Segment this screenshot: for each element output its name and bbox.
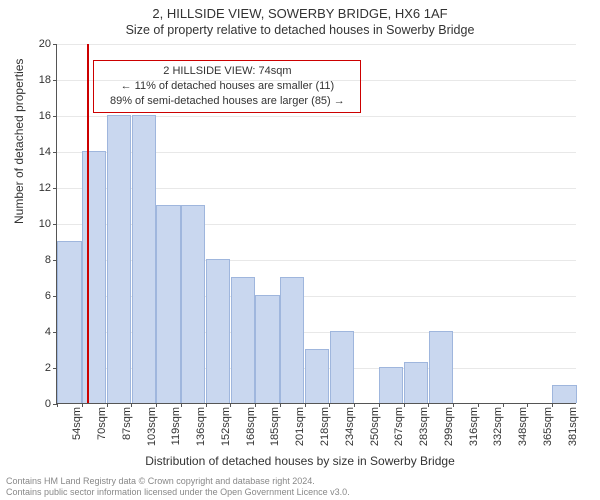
histogram-bar [107,115,131,403]
plot-region: 0246810121416182054sqm70sqm87sqm103sqm11… [56,44,576,404]
xtick-mark [131,403,132,407]
xtick-label: 119sqm [170,407,182,445]
xtick-mark [181,403,182,407]
ytick-mark [53,152,57,153]
xtick-label: 283sqm [418,407,430,446]
xtick-mark [305,403,306,407]
ytick-label: 2 [45,362,51,374]
footer-line-1: Contains HM Land Registry data © Crown c… [6,476,350,487]
ytick-label: 18 [39,74,51,86]
xtick-label: 201sqm [294,407,306,446]
histogram-bar [379,367,403,403]
xtick-label: 168sqm [245,407,257,446]
xtick-label: 152sqm [220,407,232,446]
ytick-mark [53,224,57,225]
xtick-mark [57,403,58,407]
xtick-mark [280,403,281,407]
xtick-label: 218sqm [319,407,331,446]
xtick-mark [552,403,553,407]
histogram-bar [330,331,354,403]
ytick-label: 12 [39,182,51,194]
histogram-bar [231,277,255,403]
xtick-mark [156,403,157,407]
footer-line-2: Contains public sector information licen… [6,487,350,498]
xtick-label: 381sqm [567,407,579,446]
annotation-line: 89% of semi-detached houses are larger (… [100,94,354,109]
histogram-bar [181,205,205,403]
x-axis-label: Distribution of detached houses by size … [0,454,600,468]
ytick-label: 4 [45,326,51,338]
histogram-bar [305,349,329,403]
annotation-box: 2 HILLSIDE VIEW: 74sqm← 11% of detached … [93,60,361,113]
chart-plot-area: 0246810121416182054sqm70sqm87sqm103sqm11… [56,44,576,404]
ytick-mark [53,116,57,117]
ytick-label: 0 [45,398,51,410]
ytick-label: 20 [39,38,51,50]
xtick-label: 267sqm [393,407,405,446]
histogram-bar [404,362,428,403]
chart-title: 2, HILLSIDE VIEW, SOWERBY BRIDGE, HX6 1A… [0,0,600,21]
xtick-label: 316sqm [468,407,480,446]
ytick-label: 14 [39,146,51,158]
subject-marker-line [87,44,89,403]
xtick-label: 103sqm [146,407,158,446]
histogram-bar [132,115,156,403]
ytick-mark [53,44,57,45]
xtick-mark [527,403,528,407]
ytick-label: 16 [39,110,51,122]
xtick-mark [453,403,454,407]
footer-attribution: Contains HM Land Registry data © Crown c… [6,476,350,498]
xtick-mark [255,403,256,407]
xtick-label: 299sqm [443,407,455,446]
xtick-label: 332sqm [492,407,504,446]
xtick-label: 234sqm [344,407,356,446]
gridline [57,44,576,45]
xtick-label: 87sqm [121,407,133,440]
histogram-bar [82,151,106,403]
xtick-mark [354,403,355,407]
xtick-label: 70sqm [96,407,108,440]
histogram-bar [255,295,279,403]
ytick-label: 8 [45,254,51,266]
xtick-mark [107,403,108,407]
xtick-label: 250sqm [369,407,381,446]
annotation-line: 2 HILLSIDE VIEW: 74sqm [100,64,354,79]
xtick-mark [503,403,504,407]
xtick-mark [329,403,330,407]
histogram-bar [156,205,180,403]
xtick-mark [379,403,380,407]
ytick-label: 10 [39,218,51,230]
xtick-label: 348sqm [517,407,529,446]
xtick-label: 185sqm [269,407,281,446]
y-axis-label: Number of detached properties [12,59,26,224]
histogram-bar [280,277,304,403]
xtick-mark [206,403,207,407]
histogram-bar [206,259,230,403]
xtick-label: 54sqm [71,407,83,440]
xtick-mark [478,403,479,407]
ytick-label: 6 [45,290,51,302]
histogram-bar [552,385,576,403]
xtick-mark [428,403,429,407]
xtick-label: 365sqm [542,407,554,446]
xtick-label: 136sqm [195,407,207,446]
xtick-mark [404,403,405,407]
xtick-mark [82,403,83,407]
histogram-bar [429,331,453,403]
chart-subtitle: Size of property relative to detached ho… [0,21,600,37]
ytick-mark [53,188,57,189]
annotation-line: ← 11% of detached houses are smaller (11… [100,79,354,94]
histogram-bar [57,241,81,403]
xtick-mark [230,403,231,407]
ytick-mark [53,80,57,81]
